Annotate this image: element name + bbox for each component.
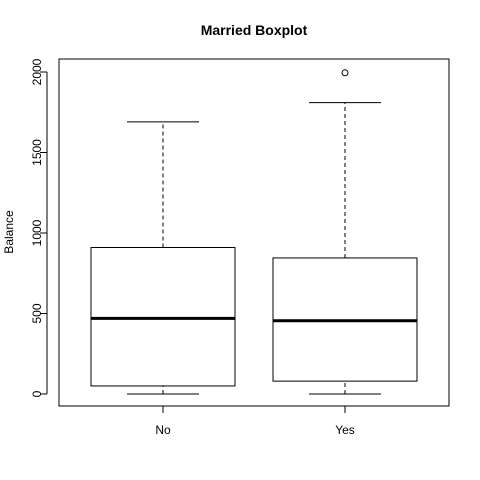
box-group (90, 121, 236, 395)
x-tick-label: No (155, 423, 171, 437)
box-group (272, 69, 418, 395)
chart-title: Married Boxplot (201, 22, 308, 38)
y-axis: 0 500 1000 1500 2000 (30, 58, 48, 397)
outlier-point (341, 69, 349, 77)
y-tick-label: 2000 (30, 58, 44, 85)
x-tick-label: Yes (335, 423, 355, 437)
y-tick-label: 500 (30, 303, 44, 323)
y-tick-label: 1500 (30, 139, 44, 166)
y-axis-label: Balance (2, 210, 16, 254)
boxes-layer (90, 69, 418, 395)
y-tick-label: 1000 (30, 219, 44, 246)
iqr-box (90, 246, 236, 387)
y-tick-label: 0 (30, 390, 44, 397)
x-axis: No Yes (155, 405, 355, 437)
